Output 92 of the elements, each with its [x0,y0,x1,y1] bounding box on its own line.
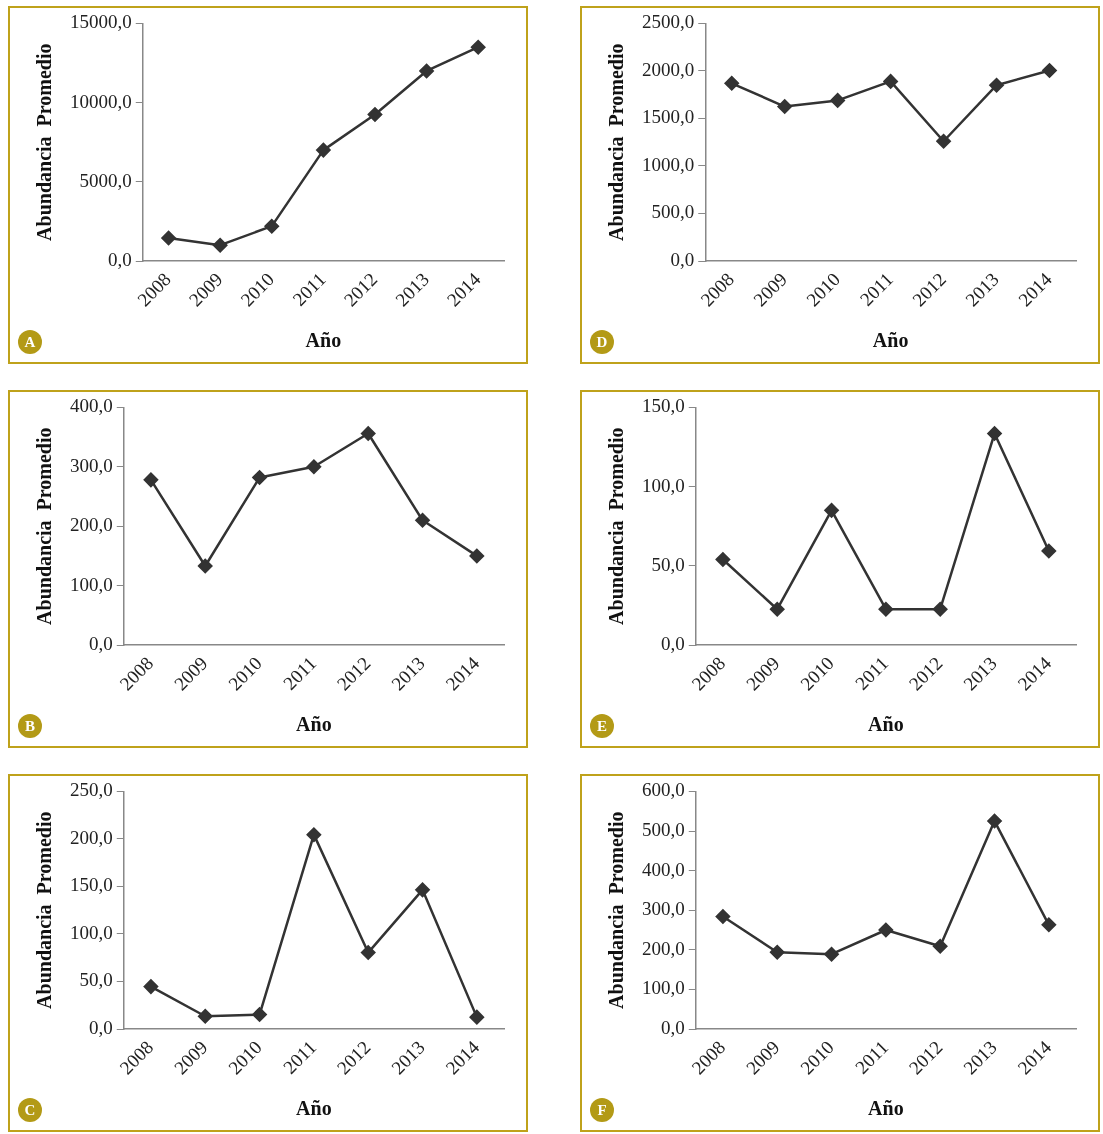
point [987,813,1002,829]
point [415,513,430,528]
y-tick-label: 2500,0 [642,11,695,33]
y-tick-label: 0,0 [661,632,685,654]
point [415,882,430,898]
point [1041,917,1057,933]
y-tick-label: 100,0 [70,921,113,943]
y-axis-title: Abundancia Promedio [605,43,628,241]
y-tick-label: 5000,0 [79,169,132,191]
y-tick-label: 1500,0 [642,106,695,128]
y-axis-title: Abundancia Promedio [33,427,56,625]
point [878,922,894,938]
x-axis-title: Año [868,1097,904,1120]
point [878,601,894,617]
text: D [590,330,614,354]
y-tick-label: 15000,0 [70,11,132,33]
point [264,218,280,234]
point [316,142,331,158]
point [1041,543,1057,559]
x-axis-title: Año [296,1097,332,1120]
point [989,77,1004,93]
y-tick-label: 300,0 [642,898,685,920]
point [715,552,731,567]
y-tick-label: 2000,0 [642,58,695,80]
y-axis-title: Abundancia Promedio [33,811,56,1009]
y-tick-label: 1000,0 [642,153,695,175]
y-tick-label: 0,0 [89,1016,113,1038]
point [777,99,792,114]
y-tick-label: 400,0 [642,858,685,880]
text: C [18,1098,42,1122]
point [306,459,322,475]
point [367,107,383,122]
y-tick-label: 250,0 [70,779,113,801]
y-tick-label: 200,0 [642,937,685,959]
point [724,76,739,91]
point [769,601,785,617]
point [252,470,267,485]
y-tick-label: 50,0 [79,969,113,991]
y-tick-label: 500,0 [651,201,695,223]
y-tick-label: 200,0 [70,514,113,536]
point [360,945,376,960]
point [769,944,785,960]
y-tick-label: 400,0 [70,395,113,417]
point [252,1007,267,1022]
point [197,558,213,574]
y-tick-label: 0,0 [89,632,113,654]
y-tick-label: 100,0 [642,977,685,999]
y-axis-title: Abundancia Promedio [605,427,628,625]
y-tick-label: 150,0 [642,395,685,417]
point [932,601,948,617]
point [715,909,731,924]
x-axis-title: Año [872,329,909,352]
text: A [18,330,42,354]
y-tick-label: 10000,0 [70,90,132,112]
point [419,63,434,79]
point [824,503,839,518]
y-tick-label: 300,0 [70,454,113,476]
y-tick-label: 0,0 [108,248,132,270]
point [470,39,486,55]
y-tick-label: 0,0 [661,1016,685,1038]
y-tick-label: 50,0 [651,553,685,575]
x-axis-title: Año [296,713,332,736]
y-tick-label: 100,0 [642,474,685,496]
point [143,979,159,994]
text: F [590,1098,614,1122]
point [1042,63,1057,78]
point [469,548,485,564]
y-axis-title: Abundancia Promedio [33,43,56,241]
point [143,472,159,488]
point [824,946,839,962]
point [469,1009,485,1025]
point [987,426,1002,441]
x-axis-title: Año [305,329,342,352]
text: B [18,714,42,738]
x-axis-title: Año [868,713,904,736]
point [161,230,176,246]
point [360,426,376,441]
point [830,93,845,108]
y-tick-label: 500,0 [642,818,685,840]
y-tick-label: 600,0 [642,779,685,801]
point [932,938,948,954]
point [883,74,898,89]
y-tick-label: 200,0 [70,826,113,848]
y-axis-title: Abundancia Promedio [605,811,628,1009]
point [197,1009,213,1024]
text: E [590,714,614,738]
y-tick-label: 100,0 [70,573,113,595]
point [306,827,322,842]
point [936,134,951,149]
y-tick-label: 150,0 [70,874,113,896]
y-tick-label: 0,0 [670,248,695,270]
point [212,237,228,253]
